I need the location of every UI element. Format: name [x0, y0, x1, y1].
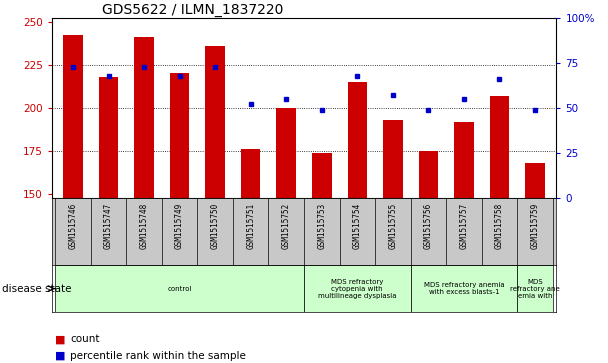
Bar [383, 120, 402, 198]
Bar [454, 122, 474, 198]
Bar [489, 96, 510, 198]
Text: GDS5622 / ILMN_1837220: GDS5622 / ILMN_1837220 [102, 3, 283, 17]
Bar [312, 153, 331, 198]
Text: ■: ■ [55, 351, 65, 361]
Bar [410, 265, 517, 312]
Text: GSM1515749: GSM1515749 [175, 203, 184, 249]
Text: GSM1515747: GSM1515747 [104, 203, 113, 249]
Text: GSM1515759: GSM1515759 [531, 203, 539, 249]
Text: GSM1515755: GSM1515755 [389, 203, 398, 249]
Bar [63, 36, 83, 198]
Text: GSM1515753: GSM1515753 [317, 203, 326, 249]
Bar [241, 150, 260, 198]
Text: count: count [70, 334, 100, 344]
Bar [419, 151, 438, 198]
Text: GSM1515750: GSM1515750 [210, 203, 219, 249]
Bar [170, 73, 189, 198]
Bar [277, 108, 296, 198]
Text: MDS refractory anemia
with excess blasts-1: MDS refractory anemia with excess blasts… [424, 282, 504, 295]
Text: GSM1515757: GSM1515757 [460, 203, 468, 249]
Text: MDS
refractory ane
emia with: MDS refractory ane emia with [510, 278, 560, 299]
Bar [348, 82, 367, 198]
Text: GSM1515746: GSM1515746 [69, 203, 77, 249]
Text: disease state: disease state [2, 284, 71, 294]
Text: GSM1515751: GSM1515751 [246, 203, 255, 249]
Bar [206, 46, 225, 198]
Bar [304, 265, 410, 312]
Text: GSM1515752: GSM1515752 [282, 203, 291, 249]
Text: GSM1515748: GSM1515748 [140, 203, 148, 249]
Bar [98, 77, 119, 198]
Text: MDS refractory
cytopenia with
multilineage dysplasia: MDS refractory cytopenia with multilinea… [318, 278, 396, 299]
Text: GSM1515756: GSM1515756 [424, 203, 433, 249]
Bar [525, 163, 545, 198]
Text: control: control [167, 286, 192, 291]
Text: GSM1515754: GSM1515754 [353, 203, 362, 249]
Text: ■: ■ [55, 334, 65, 344]
Bar [134, 37, 154, 198]
Text: percentile rank within the sample: percentile rank within the sample [70, 351, 246, 361]
Text: GSM1515758: GSM1515758 [495, 203, 504, 249]
Bar [55, 265, 304, 312]
Bar [517, 265, 553, 312]
